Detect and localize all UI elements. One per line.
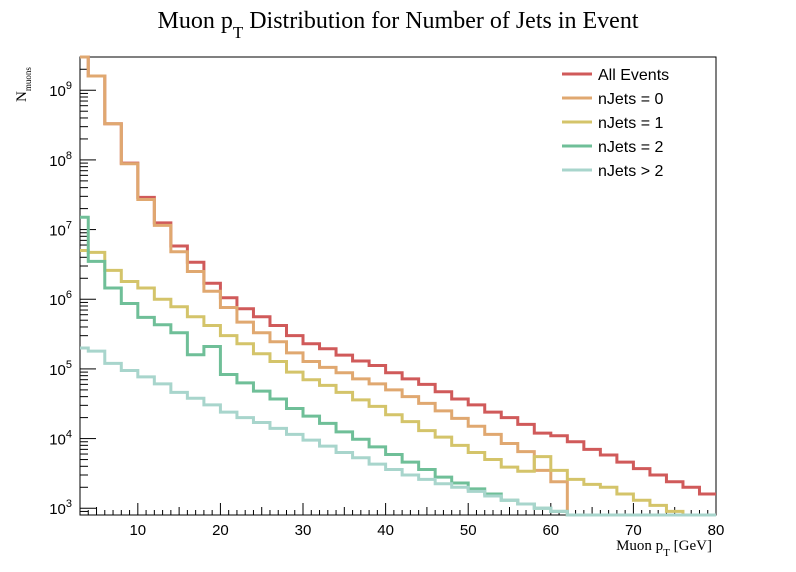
y-tick-label: 106 [49,289,72,309]
legend-label: nJets = 1 [598,115,663,132]
legend-label: nJets > 2 [598,163,663,180]
series-group [80,55,716,517]
plot-frame [79,56,717,516]
y-tick-label: 108 [49,150,72,170]
x-tick-label: 80 [708,522,725,539]
x-tick-label: 40 [377,522,394,539]
y-tick-label: 103 [49,498,72,518]
legend-label: All Events [598,67,669,84]
y-tick-label: 109 [49,80,72,100]
series-line-2 [80,55,716,517]
series-line-5 [80,346,716,517]
legend-label: nJets = 0 [598,91,663,108]
y-tick-label: 105 [49,359,72,379]
legend-label: nJets = 2 [598,139,663,156]
x-tick-label: 20 [212,522,229,539]
chart-title: Muon pT Distribution for Number of Jets … [157,8,638,42]
x-tick-label: 50 [460,522,477,539]
series-line-3 [80,249,716,517]
y-tick-label: 107 [49,220,72,240]
legend: All Events nJets = 0 nJets = 1 nJets = 2 nJe… [562,67,669,180]
x-tick-label: 10 [129,522,146,539]
axis-ticks: 10 20 30 40 50 60 70 80 103 104 105 106 107 108 109 [49,56,725,539]
x-axis-title: Muon pT [GeV] [616,538,712,559]
series-line-1 [80,55,716,496]
x-tick-label: 70 [625,522,642,539]
y-axis-title: Nmuons [14,67,33,102]
y-tick-label: 104 [49,429,72,449]
x-tick-label: 60 [542,522,559,539]
x-tick-label: 30 [295,522,312,539]
